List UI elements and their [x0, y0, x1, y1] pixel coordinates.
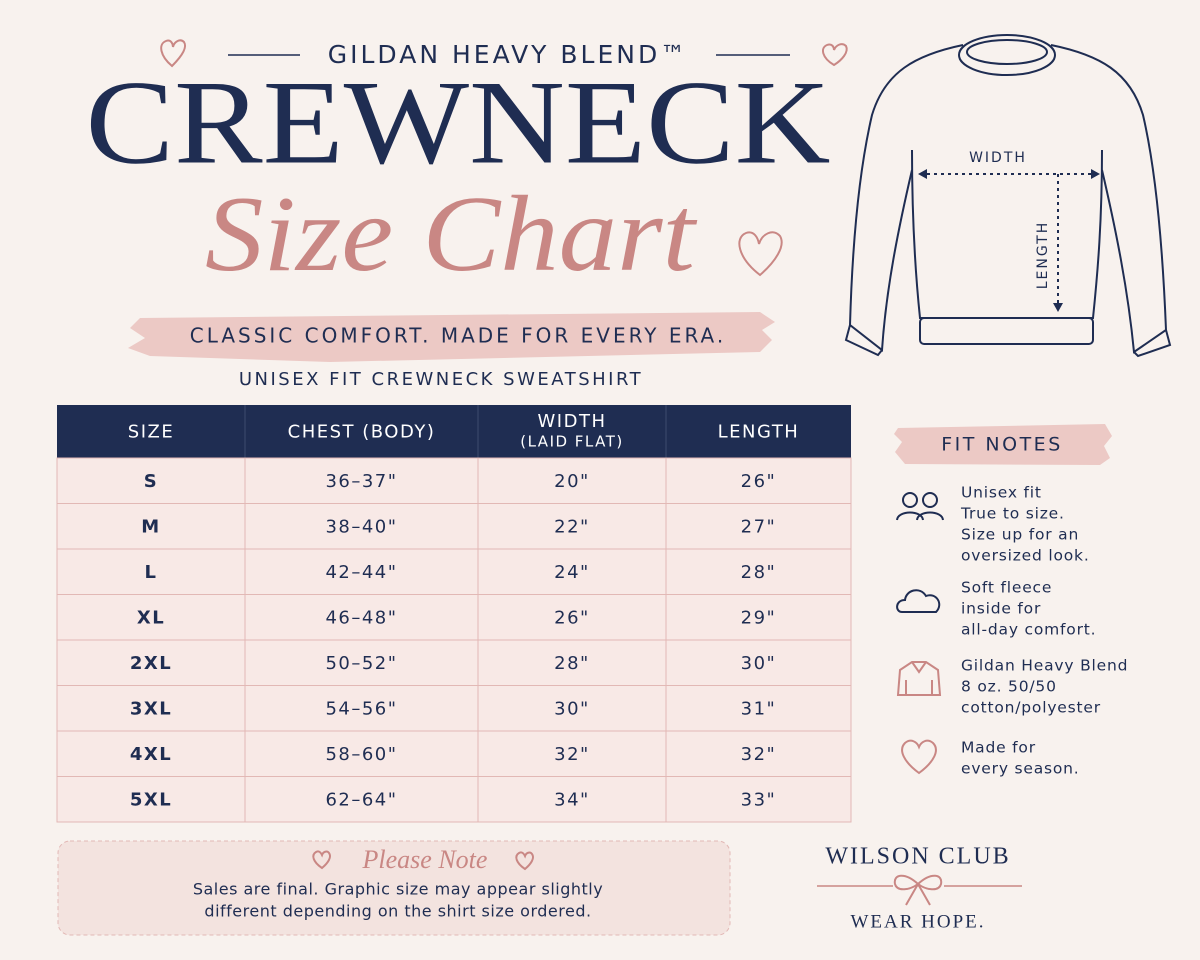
measure-cell: 24"	[554, 562, 590, 583]
cloud-icon	[896, 589, 941, 613]
sweatshirt-diagram: WIDTH LENGTH	[844, 34, 1172, 358]
fit-notes-title: FIT NOTES	[941, 434, 1063, 456]
measure-cell: 26"	[554, 607, 590, 628]
fit-note-line: cotton/polyester	[961, 699, 1101, 717]
heart	[738, 231, 783, 277]
column-header: SIZE	[128, 422, 174, 443]
arrowhead	[1053, 303, 1063, 312]
column-header: LENGTH	[718, 422, 800, 443]
measure-cell: 46–48"	[325, 607, 397, 628]
column-header: CHEST (BODY)	[288, 422, 436, 443]
measure-cell: 31"	[741, 698, 777, 719]
fit-note-line: inside for	[961, 600, 1041, 618]
bow	[893, 874, 943, 906]
fit-note-line: Gildan Heavy Blend	[961, 657, 1128, 675]
fit-note-line: Size up for an	[961, 526, 1079, 544]
title: CREWNECK	[86, 56, 831, 189]
fit-note-line: oversized look.	[961, 547, 1090, 565]
heart	[515, 851, 535, 871]
script-title: Size Chart	[205, 175, 698, 294]
size-cell: XL	[137, 607, 165, 628]
subtitle: UNISEX FIT CREWNECK SWEATSHIRT	[239, 369, 643, 390]
measure-cell: 33"	[741, 789, 777, 810]
measure-cell: 30"	[554, 698, 590, 719]
fit-notes: FIT NOTES Unisex fit True to size. Size up…	[894, 424, 1128, 778]
width-label: WIDTH	[969, 150, 1027, 166]
size-table: SIZE CHEST (BODY) WIDTH(LAID FLAT) LENGTH S 3…	[56, 405, 852, 823]
size-cell: 4XL	[130, 744, 172, 765]
fit-note-line: True to size.	[960, 505, 1065, 523]
sweater-icon	[896, 661, 942, 696]
measure-cell: 30"	[741, 653, 777, 674]
measure-cell: 32"	[741, 744, 777, 765]
brand-name: WILSON CLUB	[825, 844, 1010, 870]
measure-cell: 27"	[741, 516, 777, 537]
measure-cell: 20"	[554, 471, 590, 492]
please-note: Please Note Sales are final. Graphic siz…	[57, 840, 731, 936]
size-cell: L	[145, 562, 158, 583]
measure-cell: 28"	[554, 653, 590, 674]
brand-line: GILDAN HEAVY BLEND™	[328, 40, 688, 69]
length-label: LENGTH	[1035, 221, 1051, 290]
collar	[958, 34, 1056, 76]
note-line: different depending on the shirt size or…	[204, 902, 591, 921]
measure-cell: 50–52"	[325, 653, 397, 674]
heart	[312, 850, 332, 870]
measure-cell: 54–56"	[325, 698, 397, 719]
note-box	[57, 840, 731, 936]
tagline: CLASSIC COMFORT. MADE FOR EVERY ERA.	[190, 324, 726, 348]
fit-note-line: Unisex fit	[961, 484, 1042, 502]
column-header: (LAID FLAT)	[520, 433, 624, 451]
size-cell: M	[141, 516, 160, 537]
size-cell: 5XL	[130, 789, 172, 810]
size-cell: S	[144, 471, 158, 492]
heart	[160, 39, 186, 68]
measure-cell: 36–37"	[325, 471, 397, 492]
measure-cell: 29"	[741, 607, 777, 628]
brush-stroke	[894, 424, 1112, 465]
measure-cell: 32"	[554, 744, 590, 765]
fit-note-line: Soft fleece	[961, 579, 1052, 597]
fit-note-line: all-day comfort.	[961, 621, 1096, 639]
brand-tagline: WEAR HOPE.	[850, 911, 985, 932]
measure-cell: 28"	[741, 562, 777, 583]
left-sleeve	[848, 44, 964, 352]
fit-note-line: every season.	[961, 760, 1080, 778]
heart	[821, 43, 848, 67]
measure-cell: 26"	[741, 471, 777, 492]
measure-cell: 38–40"	[325, 516, 397, 537]
hem	[919, 317, 1094, 345]
heart-icon	[901, 739, 937, 775]
note-line: Sales are final. Graphic size may appear…	[193, 880, 603, 899]
measure-cell: 62–64"	[325, 789, 397, 810]
people-icon	[896, 492, 944, 521]
brand-block: WILSON CLUB WEAR HOPE.	[817, 844, 1022, 932]
fit-note-line: Made for	[961, 739, 1036, 757]
column-header: WIDTH	[538, 411, 607, 432]
size-cell: 3XL	[130, 698, 172, 719]
table-header	[57, 405, 851, 458]
brush-stroke	[128, 312, 775, 362]
cuff	[844, 324, 883, 357]
measure-cell: 34"	[554, 789, 590, 810]
measure-cell: 42–44"	[325, 562, 397, 583]
note-title: Please Note	[362, 845, 488, 874]
right-sleeve	[1050, 44, 1168, 354]
measure-cell: 58–60"	[325, 744, 397, 765]
collar-inner	[966, 39, 1048, 65]
measure-cell: 22"	[554, 516, 590, 537]
fit-note-text: Unisex fit True to size. Size up for an ove…	[960, 484, 1128, 778]
size-cell: 2XL	[130, 653, 172, 674]
fit-note-line: 8 oz. 50/50	[961, 678, 1057, 696]
cuff	[1133, 329, 1172, 358]
header: GILDAN HEAVY BLEND™ CREWNECK Size Chart …	[86, 39, 848, 390]
